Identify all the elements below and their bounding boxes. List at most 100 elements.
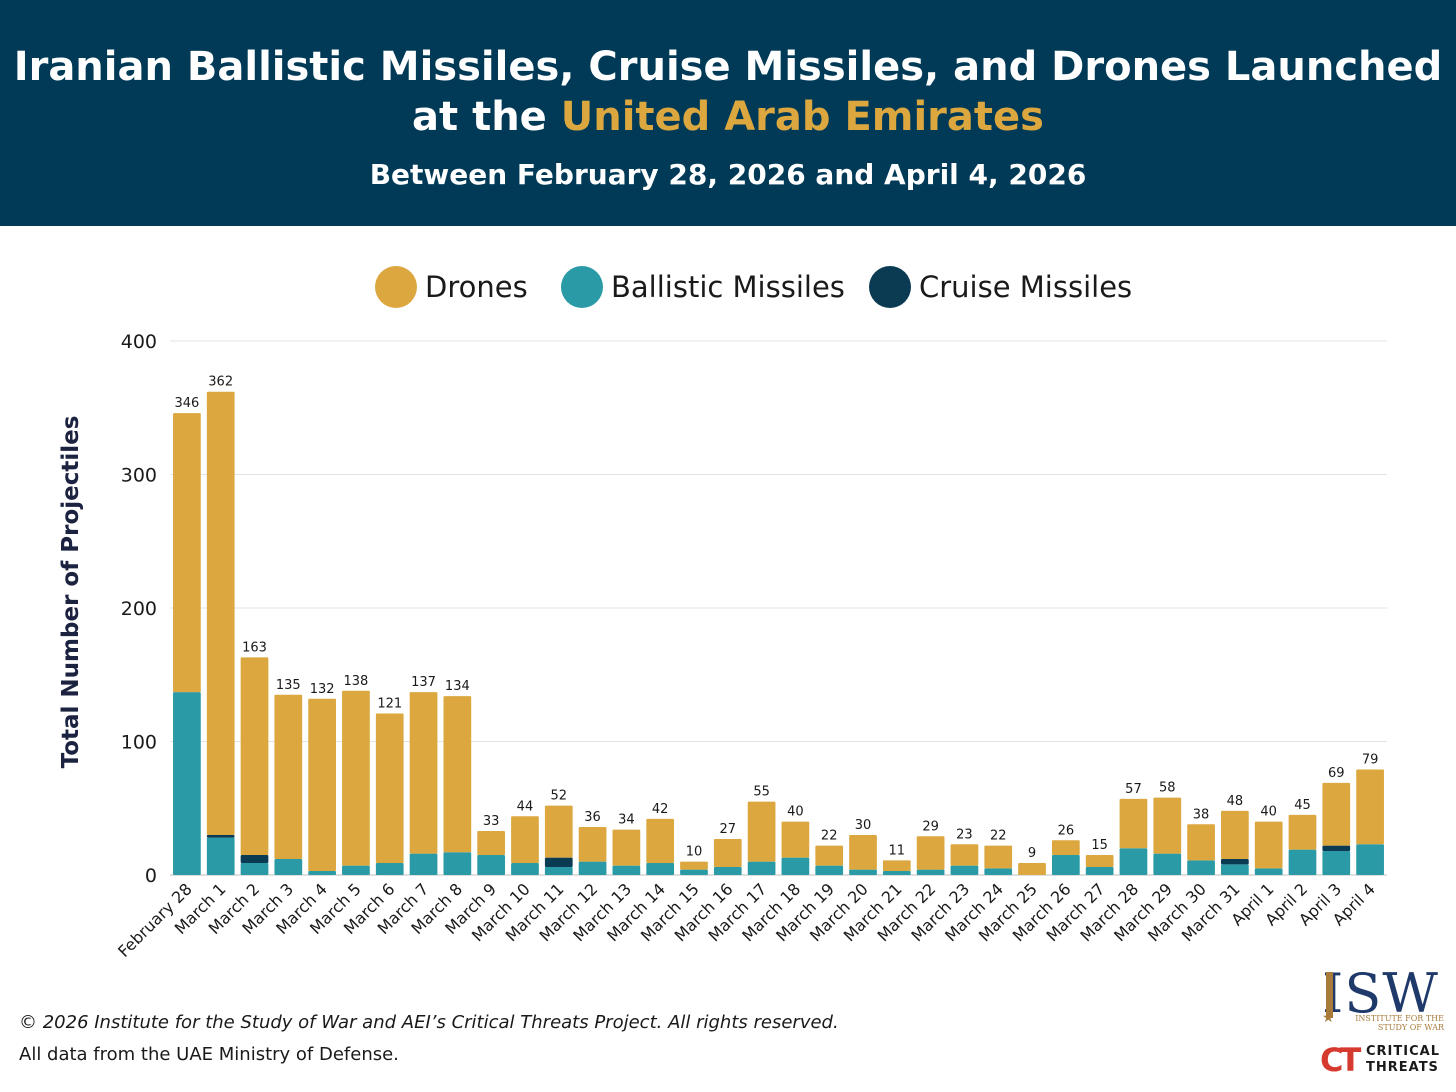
isw-sub-line-2: STUDY OF WAR: [1377, 1023, 1444, 1032]
data-label-7: 137: [411, 675, 436, 690]
y-tick-label-100: 100: [121, 732, 157, 754]
data-label-18: 40: [787, 805, 804, 820]
bar-segment-drones-33: [1288, 814, 1317, 850]
title-line-1: Iranian Ballistic Missiles, Cruise Missi…: [13, 44, 1443, 90]
bar-segment-ballistic-missiles-7: [409, 853, 438, 875]
data-label-26: 26: [1058, 823, 1075, 838]
bar-segment-ballistic-missiles-15: [680, 869, 708, 875]
bar-segment-drones-23: [950, 844, 979, 866]
y-tick-label-0: 0: [145, 865, 157, 887]
data-label-20: 30: [855, 818, 872, 833]
isw-logo-letters: ISW: [1322, 962, 1439, 1025]
bar-segment-ballistic-missiles-28: [1119, 848, 1148, 875]
bar-segment-drones-8: [443, 696, 472, 853]
data-label-3: 135: [276, 678, 301, 693]
data-label-35: 79: [1362, 753, 1379, 768]
data-label-21: 11: [889, 843, 906, 858]
bar-segment-ballistic-missiles-35: [1356, 844, 1384, 875]
bar-segment-drones-30: [1187, 824, 1215, 861]
footer-copyright: © 2026 Institute for the Study of War an…: [19, 1012, 839, 1033]
bar-segment-ballistic-missiles-26: [1051, 854, 1080, 875]
bar-segment-drones-16: [713, 838, 742, 867]
data-label-16: 27: [720, 822, 737, 837]
star-icon: ★: [1322, 1010, 1335, 1026]
chart-subtitle: Between February 28, 2026 and April 4, 2…: [369, 158, 1087, 191]
bar-segment-drones-10: [511, 816, 539, 863]
data-label-34: 69: [1328, 766, 1345, 781]
data-label-15: 10: [686, 845, 703, 860]
bar-segment-ballistic-missiles-10: [511, 862, 539, 875]
bar-segment-ballistic-missiles-21: [882, 870, 911, 875]
bar-segment-drones-35: [1356, 769, 1384, 845]
chart-header: Iranian Ballistic Missiles, Cruise Missi…: [0, 0, 1456, 226]
data-label-10: 44: [517, 799, 534, 814]
bar-segment-drones-24: [984, 845, 1013, 869]
data-label-28: 57: [1125, 782, 1142, 797]
data-label-6: 121: [377, 696, 402, 711]
bar-segment-ballistic-missiles-30: [1187, 860, 1215, 875]
data-label-19: 22: [821, 829, 838, 844]
bar-segment-ballistic-missiles-24: [984, 868, 1013, 875]
legend-item-cruise: Cruise Missiles: [869, 262, 1132, 312]
bar-segment-drones-27: [1085, 854, 1114, 867]
bar-segment-drones-19: [815, 845, 844, 866]
bar-segment-drones-9: [477, 830, 506, 855]
ct-line-1: CRITICAL: [1366, 1044, 1440, 1059]
isw-logo: ISW ★ INSTITUTE FOR THE STUDY OF WAR: [1322, 966, 1444, 1036]
title-line-2-prefix: at the: [412, 94, 561, 140]
bar-segment-ballistic-missiles-18: [781, 857, 810, 875]
legend-swatch-cruise: [869, 266, 911, 308]
data-label-13: 34: [618, 813, 635, 828]
bar-segment-drones-6: [375, 713, 404, 863]
y-tick-label-400: 400: [121, 331, 157, 353]
bar-segment-drones-13: [612, 829, 641, 866]
bar-segment-ballistic-missiles-2: [240, 862, 269, 875]
bar-segment-drones-21: [882, 860, 911, 871]
legend-item-drones: Drones: [375, 262, 528, 312]
bar-segment-ballistic-missiles-4: [308, 870, 336, 875]
data-label-27: 15: [1091, 838, 1108, 853]
footer-source: All data from the UAE Ministry of Defens…: [19, 1044, 399, 1065]
bar-segment-drones-14: [646, 818, 675, 863]
data-label-12: 36: [584, 810, 601, 825]
isw-logo-bar: [1326, 972, 1333, 1018]
data-label-2: 163: [242, 640, 267, 655]
bar-segment-cruise-missiles-11: [544, 857, 573, 867]
bar-segment-ballistic-missiles-13: [612, 865, 641, 875]
legend-label-drones: Drones: [425, 270, 528, 304]
title-line-2: at the United Arab Emirates: [0, 92, 1456, 142]
data-label-8: 134: [445, 679, 470, 694]
data-label-22: 29: [922, 819, 939, 834]
bar-segment-cruise-missiles-31: [1221, 858, 1249, 865]
data-label-24: 22: [990, 829, 1007, 844]
bar-segment-drones-0: [173, 413, 201, 693]
data-label-29: 58: [1159, 781, 1176, 796]
data-label-5: 138: [344, 674, 369, 689]
bar-segment-ballistic-missiles-8: [443, 852, 472, 875]
bar-segment-ballistic-missiles-33: [1288, 849, 1317, 875]
bar-segment-ballistic-missiles-5: [342, 865, 370, 875]
bar-segment-drones-15: [680, 861, 708, 870]
chart-legend: Drones Ballistic Missiles Cruise Missile…: [0, 262, 1456, 312]
legend-label-ballistic: Ballistic Missiles: [611, 270, 845, 304]
bar-segment-drones-3: [274, 694, 303, 859]
data-label-30: 38: [1193, 807, 1210, 822]
bar-segment-ballistic-missiles-14: [646, 862, 675, 875]
bar-segment-ballistic-missiles-23: [950, 865, 979, 875]
bar-segment-drones-18: [781, 821, 810, 858]
data-label-0: 346: [174, 396, 199, 411]
data-label-9: 33: [483, 814, 500, 829]
ct-line-2: THREATS: [1366, 1060, 1439, 1075]
bar-segment-ballistic-missiles-17: [747, 861, 776, 875]
bar-segment-ballistic-missiles-19: [815, 865, 844, 875]
bar-segment-drones-31: [1221, 810, 1249, 859]
bar-segment-ballistic-missiles-34: [1322, 850, 1351, 875]
bar-segment-drones-29: [1153, 797, 1182, 854]
legend-item-ballistic: Ballistic Missiles: [561, 262, 845, 312]
legend-label-cruise: Cruise Missiles: [919, 270, 1133, 304]
ct-logo-text: CRITICAL THREATS: [1366, 1044, 1440, 1076]
bar-segment-drones-32: [1254, 821, 1283, 869]
legend-swatch-ballistic: [561, 266, 603, 308]
title-highlight: United Arab Emirates: [560, 94, 1044, 140]
